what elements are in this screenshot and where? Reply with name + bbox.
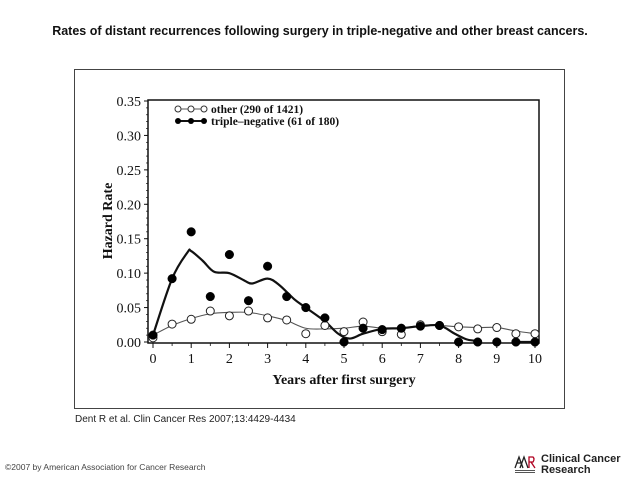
y-axis-label: Hazard Rate <box>101 183 116 260</box>
legend-marker-triple-negative <box>175 118 181 124</box>
point-triple-negative <box>243 296 254 306</box>
legend-marker-other <box>200 105 208 113</box>
legend-item-triple-negative: triple–negative (61 of 180) <box>175 116 339 128</box>
figure-title: Rates of distant recurrences following s… <box>52 24 588 38</box>
x-tick-label: 3 <box>264 352 271 367</box>
point-triple-negative <box>339 337 349 347</box>
point-triple-negative <box>205 292 215 302</box>
curve-triple-negative <box>151 248 475 342</box>
point-other <box>320 320 330 330</box>
point-other <box>244 306 253 316</box>
x-tick-label: 0 <box>150 352 157 367</box>
point-triple-negative <box>301 303 311 313</box>
x-tick-label: 6 <box>379 352 386 367</box>
legend-marker-other <box>174 105 182 113</box>
point-triple-negative <box>320 313 330 323</box>
x-tick-label: 8 <box>455 352 462 367</box>
point-triple-negative <box>530 337 540 347</box>
journal-logo: Clinical Cancer Research <box>514 454 620 476</box>
point-triple-negative <box>377 325 387 335</box>
y-tick-label: 0.20 <box>117 198 142 213</box>
y-tick-label: 0.25 <box>117 164 142 179</box>
point-triple-negative <box>186 227 196 237</box>
point-triple-negative <box>224 250 234 260</box>
legend: other (290 of 1421) triple–negative (61 … <box>174 104 339 128</box>
point-triple-negative <box>167 274 177 284</box>
legend-label-other: other (290 of 1421) <box>211 104 303 116</box>
point-other <box>530 329 540 339</box>
y-tick-label: 0.00 <box>117 336 142 351</box>
point-other <box>186 314 196 324</box>
point-triple-negative <box>396 323 406 333</box>
axes: 0.00 0.05 0.10 0.15 0.20 0.25 0.30 0.35 0 1 2 3 4 5 6 7… <box>117 95 543 367</box>
point-other <box>492 323 502 333</box>
point-other <box>282 315 292 325</box>
point-triple-negative <box>282 292 292 302</box>
x-tick-label: 4 <box>302 352 309 367</box>
point-triple-negative <box>148 330 158 340</box>
legend-item-other: other (290 of 1421) <box>174 104 303 116</box>
point-other <box>205 306 215 316</box>
point-triple-negative <box>511 337 521 347</box>
y-tick-label: 0.10 <box>117 267 142 282</box>
point-other <box>511 329 521 339</box>
copyright-notice: ©2007 by American Association for Cancer… <box>5 462 206 472</box>
point-triple-negative <box>454 337 464 347</box>
citation: Dent R et al. Clin Cancer Res 2007;13:44… <box>75 414 296 425</box>
point-triple-negative <box>358 323 368 333</box>
point-other <box>454 322 464 332</box>
y-tick-label: 0.35 <box>117 95 142 110</box>
point-triple-negative <box>492 337 502 347</box>
x-axis-label: Years after first surgery <box>272 373 415 388</box>
point-other <box>224 311 234 321</box>
point-other <box>473 324 483 334</box>
y-tick-label: 0.05 <box>117 302 142 317</box>
legend-marker-triple-negative <box>201 118 207 124</box>
x-tick-label: 9 <box>493 352 500 367</box>
aacr-logo-icon <box>514 455 536 473</box>
point-other <box>167 319 177 329</box>
x-tick-label: 1 <box>188 352 195 367</box>
x-tick-label: 2 <box>226 352 233 367</box>
figure-frame <box>74 69 565 409</box>
point-triple-negative <box>434 320 445 331</box>
legend-label-triple-negative: triple–negative (61 of 180) <box>211 116 339 128</box>
point-triple-negative <box>263 261 273 271</box>
point-other <box>263 313 273 323</box>
legend-marker-other <box>187 105 195 113</box>
y-tick-label: 0.30 <box>117 129 142 144</box>
x-tick-label: 5 <box>341 352 348 367</box>
y-tick-label: 0.15 <box>117 233 142 248</box>
x-tick-label: 10 <box>528 352 542 367</box>
point-other <box>301 329 311 339</box>
logo-line-1: Clinical Cancer <box>541 453 621 465</box>
x-tick-label: 7 <box>417 352 424 367</box>
legend-marker-triple-negative <box>188 118 194 124</box>
logo-line-2: Research <box>541 464 591 476</box>
plot-frame <box>147 99 540 344</box>
point-triple-negative <box>415 321 425 331</box>
point-other <box>339 327 349 337</box>
point-triple-negative <box>473 337 483 347</box>
data-points <box>148 227 540 347</box>
